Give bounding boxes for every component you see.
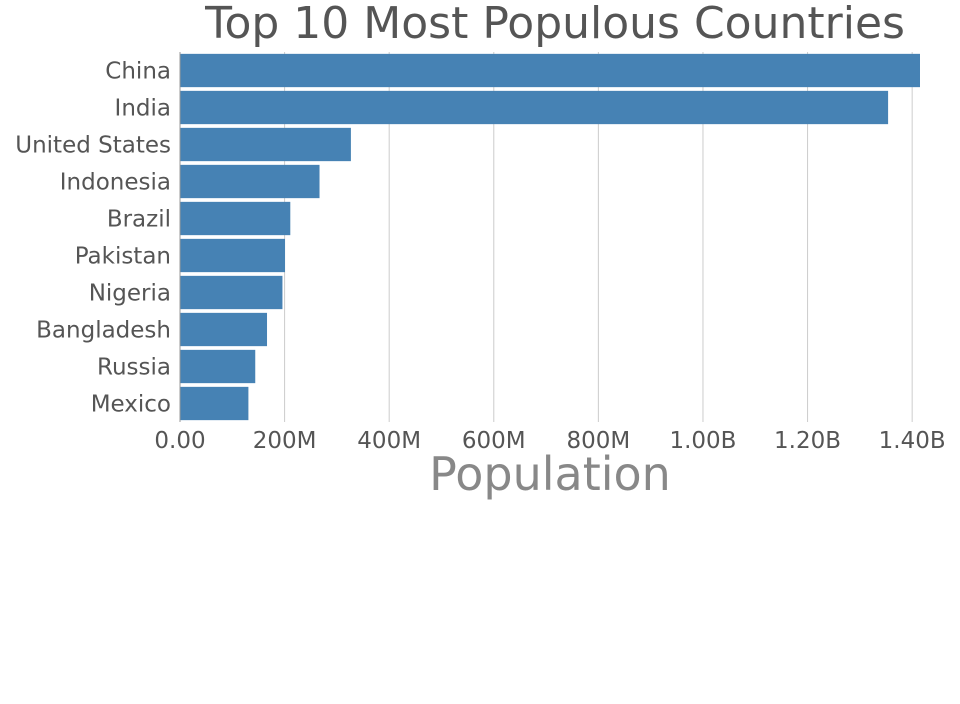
y-category-label: Brazil [107, 207, 171, 233]
x-axis-tick-labels: 0.00 200M 400M 600M 800M 1.00B 1.20B 1.40B [154, 428, 945, 454]
y-category-label: Nigeria [89, 281, 171, 307]
bar-mexico [180, 386, 249, 421]
bar-china [180, 53, 920, 88]
bar-brazil [180, 201, 291, 236]
x-tick-label: 1.00B [669, 428, 736, 454]
y-category-label: United States [15, 133, 171, 159]
bar-united-states [180, 127, 351, 162]
y-axis-labels: China India United States Indonesia Brazil Pa… [15, 59, 171, 418]
x-tick-label: 1.40B [879, 428, 946, 454]
bar-india [180, 90, 889, 125]
y-category-label: Mexico [91, 392, 171, 418]
y-category-label: China [105, 59, 171, 85]
x-tick-label: 400M [357, 428, 421, 454]
x-axis-label: Population [429, 447, 671, 501]
x-tick-label: 600M [462, 428, 526, 454]
y-category-label: Pakistan [75, 244, 171, 270]
x-tick-label: 200M [253, 428, 317, 454]
y-category-label: Bangladesh [36, 318, 171, 344]
bar-indonesia [180, 164, 320, 199]
bar-nigeria [180, 275, 283, 310]
bar-bangladesh [180, 312, 268, 347]
y-category-label: Russia [97, 355, 171, 381]
bar-pakistan [180, 238, 286, 273]
bar-russia [180, 349, 256, 384]
chart-title: Top 10 Most Populous Countries [204, 0, 905, 49]
x-tick-label: 800M [566, 428, 630, 454]
y-category-label: India [115, 96, 171, 122]
y-category-label: Indonesia [60, 170, 171, 196]
x-tick-label: 0.00 [154, 428, 205, 454]
bars-layer [180, 53, 920, 421]
x-tick-label: 1.20B [774, 428, 841, 454]
